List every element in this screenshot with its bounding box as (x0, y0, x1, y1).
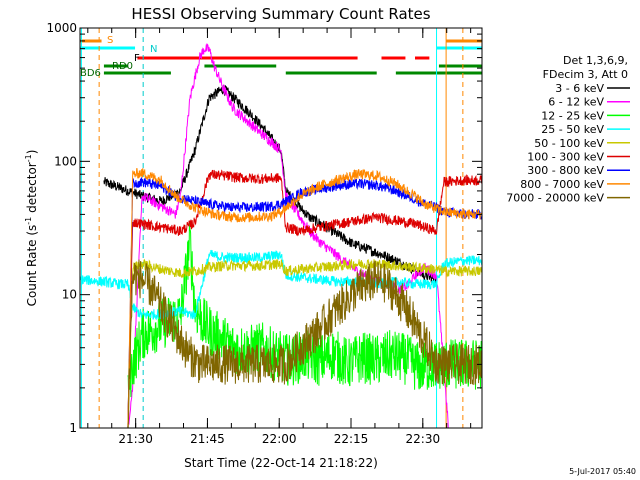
x-tick-label-2: 22:00 (262, 432, 297, 446)
y-tick-label-1: 10 (62, 288, 77, 302)
y-label-part2: detector (25, 162, 39, 217)
saa-label: S (107, 35, 113, 46)
data-series (80, 43, 482, 428)
x-tick-label-1: 21:45 (190, 432, 225, 446)
y-tick-label-0: 1 (69, 421, 77, 435)
legend-label-7: 800 - 7000 keV (520, 178, 604, 191)
x-axis-label: Start Time (22-Oct-14 21:18:22) (184, 456, 378, 470)
rd0-label: RD0 (112, 61, 133, 72)
legend-label-2: 12 - 25 keV (541, 109, 604, 122)
chart-title: HESSI Observing Summary Count Rates (131, 5, 430, 23)
legend-label-0: 3 - 6 keV (555, 82, 604, 95)
x-tick-label-4: 22:30 (406, 432, 441, 446)
y-label-sup2: -1 (24, 154, 33, 162)
legend-label-6: 300 - 800 keV (527, 164, 604, 177)
plot-frame (79, 27, 483, 429)
legend-label-3: 25 - 50 keV (541, 123, 604, 136)
series-line-4 (127, 258, 482, 426)
legend-label-4: 50 - 100 keV (534, 137, 604, 150)
y-label-part3: ) (25, 150, 39, 155)
y-label-part1: Count Rate (s (25, 225, 39, 307)
legend-label-1: 6 - 12 keV (548, 96, 604, 109)
x-tick-label-3: 22:15 (334, 432, 369, 446)
night-label: N (150, 44, 157, 55)
series-line-7 (127, 168, 482, 428)
y-tick-label-2: 100 (54, 154, 77, 168)
series-line-8 (127, 259, 482, 428)
y-label-sup1: -1 (24, 217, 33, 225)
legend-header-1: Det 1,3,6,9, (563, 54, 628, 67)
series-line-3 (80, 249, 482, 321)
y-tick-label-3: 1000 (46, 21, 77, 35)
legend-label-5: 100 - 300 keV (527, 151, 604, 164)
footer-timestamp: 5-Jul-2017 05:40 (569, 467, 636, 476)
flare-label: F (134, 53, 140, 64)
legend-header-2: FDecim 3, Att 0 (543, 68, 628, 81)
x-tick-label-0: 21:30 (118, 432, 153, 446)
axis-ticks: 1 10 100 1000 21:30 21:45 22:00 22:15 22:30 (46, 21, 482, 446)
series-line-5 (127, 169, 482, 428)
y-axis-label: Count Rate (s-1 detector-1) (24, 150, 39, 307)
bd6-label: BD6 (80, 68, 101, 79)
legend-label-8: 7000 - 20000 keV (506, 192, 604, 205)
legend: Det 1,3,6,9, FDecim 3, Att 0 3 - 6 keV6 … (506, 54, 630, 205)
